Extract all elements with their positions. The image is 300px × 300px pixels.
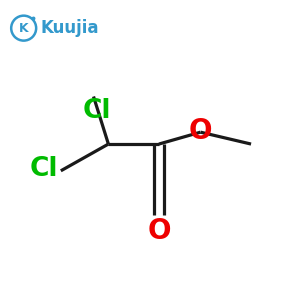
Text: K: K (19, 22, 28, 34)
Text: O: O (189, 117, 212, 145)
Text: Cl: Cl (82, 98, 111, 124)
Text: Cl: Cl (29, 156, 58, 182)
Text: O: O (147, 217, 171, 245)
Text: Kuujia: Kuujia (40, 19, 99, 37)
